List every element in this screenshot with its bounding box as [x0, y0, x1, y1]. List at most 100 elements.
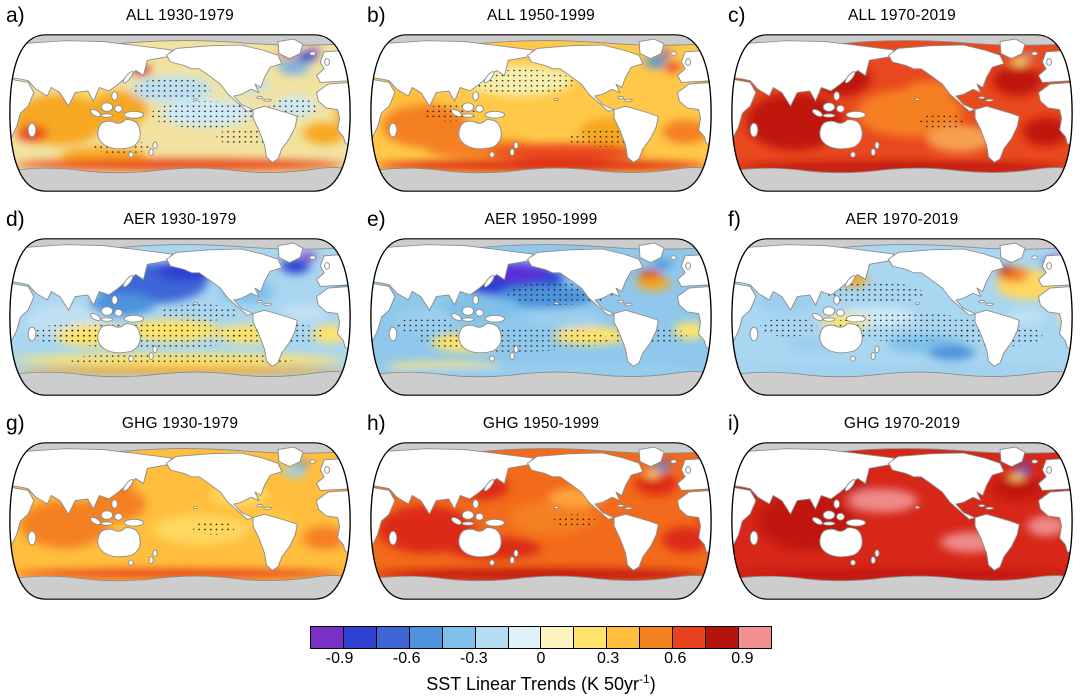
trend-blob — [1023, 117, 1070, 147]
map-panel: b) ALL 1950-1999 — [361, 4, 721, 204]
trend-blob — [926, 124, 993, 153]
colorbar-segment — [409, 627, 443, 648]
panel-header: b) ALL 1950-1999 — [361, 4, 721, 28]
trend-blob — [1010, 57, 1028, 67]
panel-header: e) AER 1950-1999 — [361, 208, 721, 232]
trend-blob — [736, 161, 1068, 174]
panel-title: AER 1930-1979 — [123, 211, 237, 228]
trend-blob — [644, 470, 661, 478]
panel-title: GHG 1930-1979 — [121, 415, 239, 432]
panel-header: g) GHG 1930-1979 — [0, 412, 360, 436]
world-map — [370, 34, 712, 192]
world-map — [9, 34, 351, 192]
trend-blob — [736, 366, 1068, 375]
colorbar-label-close: ) — [649, 674, 656, 694]
stipple-region — [192, 521, 235, 535]
trend-blob — [303, 122, 346, 145]
world-map — [731, 34, 1073, 192]
trend-blob — [736, 569, 1068, 580]
trend-blob — [1008, 473, 1025, 481]
panel-header: f) AER 1970-2019 — [722, 208, 1082, 232]
trend-blob — [279, 302, 327, 323]
colorbar-tick-label: -0.3 — [460, 650, 488, 667]
panel-letter: c) — [728, 4, 746, 27]
colorbar-tick-label: 0.9 — [731, 650, 754, 667]
panel-title: AER 1970-2019 — [845, 211, 959, 228]
colorbar-segment — [475, 627, 509, 648]
panel-letter: d) — [6, 208, 25, 231]
world-map — [9, 442, 351, 600]
colorbar-segment — [311, 627, 344, 648]
colorbar-segment — [640, 627, 674, 648]
trend-blob — [662, 119, 709, 144]
trend-blob — [375, 366, 707, 375]
trend-blob — [442, 296, 520, 321]
colorbar-segment — [541, 627, 575, 648]
colorbar-tick-label: 0 — [536, 650, 546, 667]
colorbar-label: SST Linear Trends (K 50yr-1) — [0, 672, 1082, 695]
panel-header: c) ALL 1970-2019 — [722, 4, 1082, 28]
trend-blob — [1026, 515, 1066, 537]
panel-title: ALL 1930-1979 — [125, 7, 235, 24]
trend-blob — [14, 568, 346, 579]
map-panel: d) AER 1930-1979 — [0, 208, 360, 408]
trend-blob — [662, 526, 709, 553]
stipple-region — [396, 317, 455, 334]
colorbar-tick-label: 0.6 — [664, 650, 687, 667]
colorbar-block: -0.9 -0.6 -0.3 0 0.3 0.6 0.9 SST Linear Trends… — [0, 626, 1082, 695]
trend-blob — [652, 463, 670, 472]
world-map — [9, 238, 351, 396]
colorbar-tick-label: -0.6 — [392, 650, 421, 667]
colorbar-segment — [376, 627, 410, 648]
trend-blob — [303, 526, 346, 550]
stipple-region — [64, 353, 296, 366]
trend-blob — [282, 465, 306, 478]
panel-header: h) GHG 1950-1999 — [361, 412, 721, 436]
map-panel: c) ALL 1970-2019 — [722, 4, 1082, 204]
stipple-region — [151, 101, 257, 129]
trend-blob — [375, 568, 707, 581]
trend-blob — [992, 65, 1043, 96]
stipple-region — [133, 78, 211, 101]
trend-blob — [488, 143, 642, 161]
panel-letter: g) — [6, 412, 25, 435]
stipple-region — [160, 304, 238, 322]
colorbar-segment — [508, 627, 542, 648]
map-panel: a) ALL 1930-1979 — [0, 4, 360, 204]
trend-blob — [928, 345, 976, 361]
trend-blob — [14, 366, 346, 375]
stipple-region — [919, 113, 966, 130]
trend-blob — [14, 158, 346, 171]
panel-letter: f) — [728, 208, 741, 231]
world-map — [731, 238, 1073, 396]
colorbar-tick-label: 0.3 — [597, 650, 620, 667]
panel-grid: a) ALL 1930-1979 b) ALL 1950-1999 — [0, 4, 1082, 612]
panel-header: a) ALL 1930-1979 — [0, 4, 360, 28]
map-panel: f) AER 1970-2019 — [722, 208, 1082, 408]
map-panel: g) GHG 1930-1979 — [0, 412, 360, 612]
trend-blob — [848, 488, 918, 513]
panel-title: ALL 1950-1999 — [486, 7, 596, 24]
world-map — [370, 238, 712, 396]
trend-blob — [636, 277, 671, 291]
trend-blob — [664, 62, 682, 73]
trend-blob — [662, 458, 672, 465]
colorbar-segment — [442, 627, 476, 648]
colorbar-ticks: -0.9 -0.6 -0.3 0 0.3 0.6 0.9 — [306, 650, 776, 671]
colorbar-segment — [738, 627, 771, 648]
colorbar-label-exponent: -1 — [639, 672, 650, 686]
panel-header: i) GHG 1970-2019 — [722, 412, 1082, 436]
stipple-region — [827, 282, 924, 305]
panel-title: AER 1950-1999 — [484, 211, 598, 228]
trend-blob — [635, 471, 678, 496]
trend-blob — [526, 309, 604, 329]
colorbar-segment — [706, 627, 739, 648]
world-map — [731, 442, 1073, 600]
trend-blob — [20, 500, 109, 549]
colorbar-segment — [343, 627, 377, 648]
stipple-region — [759, 317, 818, 337]
trend-blob — [377, 505, 474, 554]
stipple-region — [28, 324, 102, 344]
colorbar — [310, 626, 772, 649]
